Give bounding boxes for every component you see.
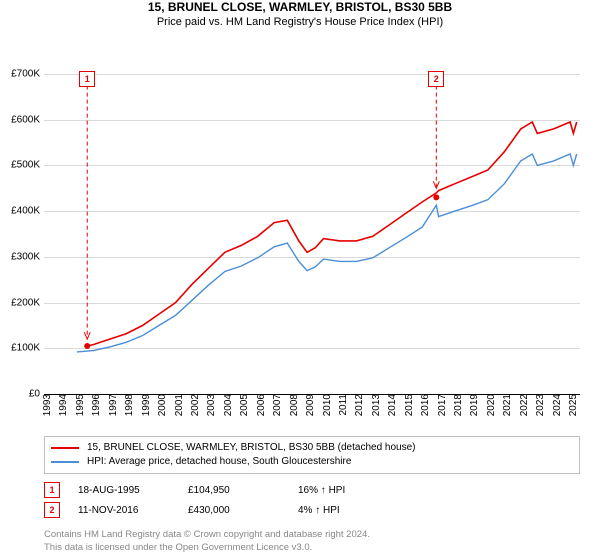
footer-line-1: Contains HM Land Registry data © Crown c… xyxy=(44,528,580,541)
x-tick-label: 2007 xyxy=(270,394,283,416)
sale-marker-badge: 1 xyxy=(79,71,95,87)
y-tick-label: £300K xyxy=(11,251,44,262)
plot-region: £0£100K£200K£300K£400K£500K£600K£700K199… xyxy=(44,74,580,394)
series-hpi xyxy=(77,154,577,352)
x-tick-label: 2019 xyxy=(467,394,480,416)
x-tick-label: 2014 xyxy=(385,394,398,416)
x-tick-label: 2005 xyxy=(237,394,250,416)
x-tick-label: 2004 xyxy=(221,394,234,416)
x-tick-label: 2006 xyxy=(254,394,267,416)
x-tick-label: 2009 xyxy=(303,394,316,416)
sale-row-badge: 1 xyxy=(44,482,60,498)
x-tick-label: 2020 xyxy=(484,394,497,416)
x-tick-label: 1998 xyxy=(122,394,135,416)
legend-row: HPI: Average price, detached house, Sout… xyxy=(51,455,573,469)
legend-swatch xyxy=(51,447,79,449)
chart-area: £0£100K£200K£300K£400K£500K£600K£700K199… xyxy=(0,34,600,432)
x-tick-label: 1999 xyxy=(139,394,152,416)
y-tick-label: £200K xyxy=(11,297,44,308)
x-tick-label: 2022 xyxy=(517,394,530,416)
y-tick-label: £400K xyxy=(11,206,44,217)
x-tick-label: 2015 xyxy=(402,394,415,416)
sale-price: £104,950 xyxy=(188,485,298,496)
x-tick-label: 1993 xyxy=(40,394,53,416)
legend-swatch xyxy=(51,461,79,463)
x-tick-label: 2013 xyxy=(369,394,382,416)
legend-row: 15, BRUNEL CLOSE, WARMLEY, BRISTOL, BS30… xyxy=(51,441,573,455)
x-tick-label: 2012 xyxy=(352,394,365,416)
x-tick-label: 1997 xyxy=(106,394,119,416)
footer-line-2: This data is licensed under the Open Gov… xyxy=(44,541,580,554)
y-tick-label: £700K xyxy=(11,69,44,80)
footer-attribution: Contains HM Land Registry data © Crown c… xyxy=(44,528,580,554)
x-tick-label: 2001 xyxy=(172,394,185,416)
x-tick-label: 2018 xyxy=(451,394,464,416)
sale-marker-dot xyxy=(84,343,90,349)
y-tick-label: £500K xyxy=(11,160,44,171)
y-tick-label: £600K xyxy=(11,114,44,125)
x-tick-label: 1995 xyxy=(73,394,86,416)
legend-label: 15, BRUNEL CLOSE, WARMLEY, BRISTOL, BS30… xyxy=(87,441,416,455)
x-tick-label: 2011 xyxy=(336,394,349,416)
x-tick-label: 2002 xyxy=(188,394,201,416)
x-tick-label: 2024 xyxy=(550,394,563,416)
sale-date: 18-AUG-1995 xyxy=(78,485,188,496)
x-tick-label: 1994 xyxy=(56,394,69,416)
sale-row: 2 11-NOV-2016£430,0004% ↑ HPI xyxy=(44,500,580,520)
chart-title: 15, BRUNEL CLOSE, WARMLEY, BRISTOL, BS30… xyxy=(0,0,600,14)
x-tick-label: 2017 xyxy=(435,394,448,416)
sale-delta: 4% ↑ HPI xyxy=(298,505,408,516)
x-tick-label: 2000 xyxy=(155,394,168,416)
chart-subtitle: Price paid vs. HM Land Registry's House … xyxy=(0,16,600,28)
x-tick-label: 2016 xyxy=(418,394,431,416)
x-tick-label: 2010 xyxy=(320,394,333,416)
y-tick-label: £100K xyxy=(11,343,44,354)
series-price-paid xyxy=(87,122,577,346)
sale-row-badge: 2 xyxy=(44,502,60,518)
sale-delta: 16% ↑ HPI xyxy=(298,485,408,496)
x-tick-label: 2003 xyxy=(204,394,217,416)
sales-table: 1 18-AUG-1995£104,95016% ↑ HPI 2 11-NOV-201… xyxy=(44,480,580,520)
sale-date: 11-NOV-2016 xyxy=(78,505,188,516)
sale-marker-dot xyxy=(433,194,439,200)
x-tick-label: 2021 xyxy=(500,394,513,416)
x-tick-label: 2008 xyxy=(287,394,300,416)
sale-price: £430,000 xyxy=(188,505,298,516)
legend-label: HPI: Average price, detached house, Sout… xyxy=(87,455,351,469)
x-tick-label: 2023 xyxy=(533,394,546,416)
x-tick-label: 1996 xyxy=(89,394,102,416)
series-svg xyxy=(44,74,580,394)
sale-row: 1 18-AUG-1995£104,95016% ↑ HPI xyxy=(44,480,580,500)
legend: 15, BRUNEL CLOSE, WARMLEY, BRISTOL, BS30… xyxy=(44,436,580,474)
x-tick-label: 2025 xyxy=(566,394,579,416)
sale-marker-badge: 2 xyxy=(428,71,444,87)
